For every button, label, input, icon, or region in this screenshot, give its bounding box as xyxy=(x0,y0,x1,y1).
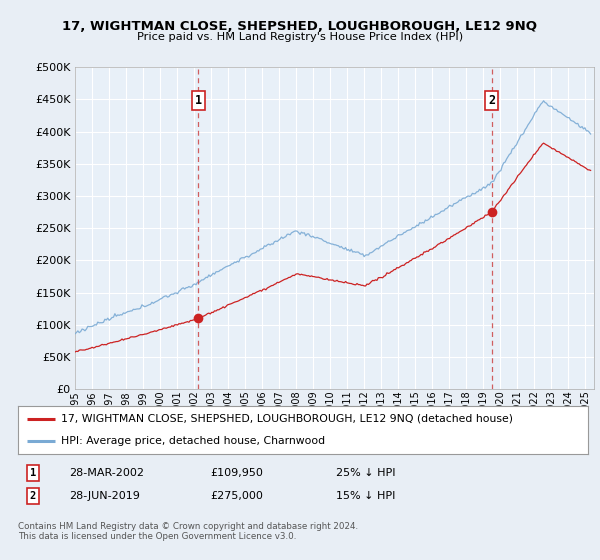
Text: Price paid vs. HM Land Registry's House Price Index (HPI): Price paid vs. HM Land Registry's House … xyxy=(137,32,463,43)
Text: £109,950: £109,950 xyxy=(210,468,263,478)
Text: 28-JUN-2019: 28-JUN-2019 xyxy=(69,491,140,501)
Text: HPI: Average price, detached house, Charnwood: HPI: Average price, detached house, Char… xyxy=(61,436,325,446)
Text: 1: 1 xyxy=(194,94,202,107)
Text: 28-MAR-2002: 28-MAR-2002 xyxy=(69,468,144,478)
Text: Contains HM Land Registry data © Crown copyright and database right 2024.
This d: Contains HM Land Registry data © Crown c… xyxy=(18,522,358,542)
Text: 15% ↓ HPI: 15% ↓ HPI xyxy=(336,491,395,501)
Text: 2: 2 xyxy=(30,491,36,501)
Text: 17, WIGHTMAN CLOSE, SHEPSHED, LOUGHBOROUGH, LE12 9NQ (detached house): 17, WIGHTMAN CLOSE, SHEPSHED, LOUGHBOROU… xyxy=(61,414,513,424)
Text: 2: 2 xyxy=(488,94,495,107)
Text: 25% ↓ HPI: 25% ↓ HPI xyxy=(336,468,395,478)
Text: 17, WIGHTMAN CLOSE, SHEPSHED, LOUGHBOROUGH, LE12 9NQ: 17, WIGHTMAN CLOSE, SHEPSHED, LOUGHBOROU… xyxy=(62,20,538,32)
Text: 1: 1 xyxy=(30,468,36,478)
Text: £275,000: £275,000 xyxy=(210,491,263,501)
